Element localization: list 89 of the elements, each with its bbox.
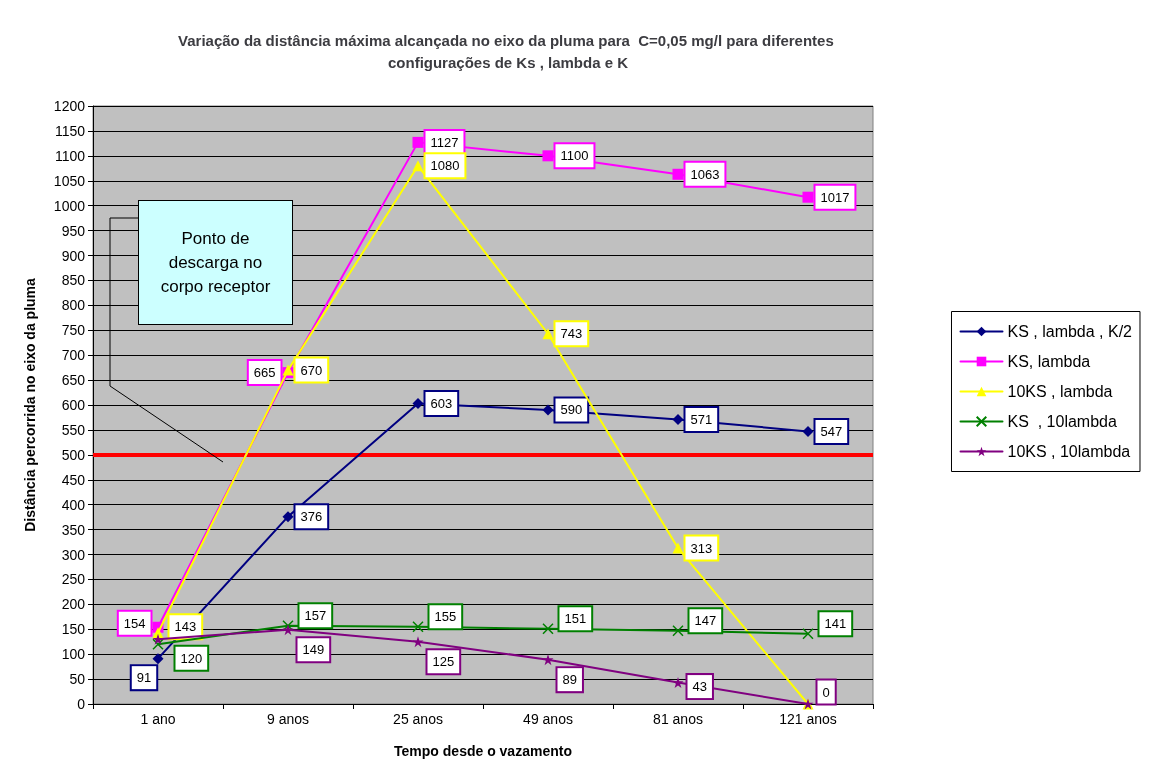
legend-label: KS, lambda (1007, 353, 1091, 370)
data-label: 154 (123, 615, 146, 631)
y-tick-label: 100 (61, 646, 86, 663)
point (412, 136, 424, 148)
point (152, 638, 164, 650)
data-label: 143 (174, 619, 197, 635)
point (152, 653, 164, 665)
point (412, 636, 424, 648)
y-tick-label: 950 (61, 222, 86, 239)
data-label: 1127 (430, 134, 459, 150)
point (412, 398, 424, 410)
chart-title: Variação da distância máxima alcançada no eixo da pluma para C=0,05 mg/l para diferentes configurações de Ks , lambda e K (178, 31, 838, 71)
point (412, 621, 424, 633)
point (802, 191, 814, 203)
x-tick-label: 81 anos (653, 711, 703, 727)
y-tick-label: 1100 (54, 147, 86, 164)
y-tick-label: 0 (77, 696, 86, 712)
x-tick-label: 49 anos (523, 711, 573, 727)
data-label: 313 (690, 540, 713, 556)
data-label: 603 (430, 396, 453, 412)
y-tick-label: 550 (61, 421, 86, 438)
data-label: 670 (300, 362, 323, 378)
y-axis-title: Distância percorrida no eixo da pluma (22, 277, 38, 532)
y-tick-label: 500 (61, 446, 86, 463)
data-label: 91 (136, 670, 152, 686)
data-label: 0 (822, 684, 830, 700)
point (542, 150, 554, 162)
data-label: 571 (690, 411, 713, 427)
x-tick-label: 9 anos (266, 711, 310, 727)
legend-label: 10KS , lambda (1007, 383, 1113, 400)
data-label: 151 (564, 611, 587, 627)
x-axis-title: Tempo desde o vazamento (394, 743, 572, 759)
data-label: 43 (692, 679, 707, 695)
data-label: 1063 (690, 166, 720, 182)
data-label: 547 (820, 423, 843, 439)
data-label: 147 (694, 613, 717, 629)
y-tick-label: 900 (61, 247, 86, 264)
point (672, 168, 684, 180)
point (672, 542, 684, 554)
y-tick-label: 450 (61, 471, 86, 488)
point (412, 160, 424, 172)
x-tick-label: 1 ano (140, 711, 176, 727)
data-label: 590 (560, 402, 583, 418)
point (802, 627, 814, 640)
y-tick-label: 1200 (53, 98, 86, 114)
y-tick-label: 200 (61, 596, 86, 613)
data-label: 141 (824, 616, 847, 632)
y-tick-label: 50 (69, 671, 86, 688)
data-label: 1080 (430, 158, 460, 174)
point (282, 624, 294, 636)
y-tick-label: 700 (61, 347, 86, 364)
data-label: 1100 (560, 148, 589, 164)
y-tick-label: 400 (61, 496, 86, 513)
y-tick-label: 1000 (53, 197, 86, 214)
legend-label: 10KS , 10lambda (1007, 443, 1131, 460)
data-label: 665 (253, 365, 276, 381)
legend-label: KS , 10lambda (1007, 413, 1117, 430)
point (542, 654, 554, 666)
data-label: 743 (560, 326, 583, 342)
point (542, 404, 554, 416)
point (672, 624, 684, 637)
data-label: 120 (180, 650, 203, 666)
x-tick-label: 121 anos (779, 711, 837, 727)
x-tick-label: 25 anos (393, 711, 443, 727)
legend-label: KS , lambda , K/2 (1007, 323, 1133, 340)
y-tick-label: 600 (61, 397, 86, 413)
data-label: 89 (562, 672, 577, 688)
y-tick-label: 800 (61, 297, 86, 314)
point (282, 511, 294, 523)
point (542, 328, 554, 340)
data-label: 149 (302, 642, 325, 658)
data-label: 376 (300, 509, 323, 525)
point (542, 623, 554, 635)
data-label: 125 (432, 654, 455, 670)
y-tick-label: 1050 (53, 172, 86, 189)
point (672, 413, 684, 425)
y-tick-label: 750 (61, 322, 86, 339)
y-tick-label: 150 (61, 621, 86, 638)
y-tick-label: 850 (61, 272, 86, 289)
y-tick-label: 300 (61, 546, 86, 563)
point (802, 425, 814, 437)
data-label: 1017 (820, 189, 850, 205)
y-tick-label: 1150 (54, 122, 86, 139)
y-tick-label: 250 (61, 571, 86, 588)
y-tick-label: 650 (61, 372, 86, 389)
data-label: 157 (304, 608, 327, 624)
annotation: Ponto de descarga no corpo receptor (138, 200, 293, 325)
y-tick-label: 350 (61, 521, 86, 538)
data-label: 155 (434, 609, 457, 625)
